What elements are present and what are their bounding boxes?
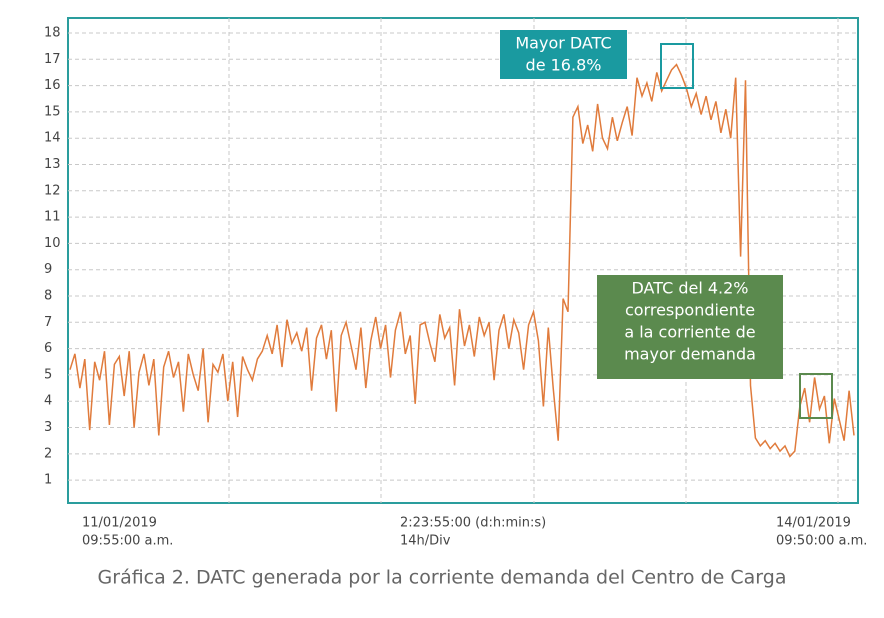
y-tick-label: 1 (44, 473, 52, 488)
annotation-box (500, 30, 627, 79)
y-tick-label: 3 (44, 420, 52, 435)
data-line (69, 63, 855, 458)
annotation-text: Mayor DATC (515, 34, 611, 53)
y-tick-label: 17 (44, 52, 61, 67)
annotation-text: a la corriente de (624, 323, 755, 342)
highlight-box (799, 373, 833, 419)
y-tick-label: 6 (44, 341, 52, 356)
x-label: 2:23:55:00 (d:h:min:s) (400, 516, 546, 531)
y-tick-label: 7 (44, 315, 52, 330)
x-label: 11/01/2019 (82, 516, 157, 531)
plot-frame (67, 17, 859, 504)
x-label: 09:50:00 a.m. (776, 534, 867, 549)
y-tick-label: 12 (44, 183, 61, 198)
annotation-text: mayor demanda (624, 345, 756, 364)
y-tick-label: 11 (44, 210, 61, 225)
annotation-text: DATC del 4.2% (631, 279, 748, 298)
y-tick-label: 2 (44, 446, 52, 461)
y-tick-label: 5 (44, 367, 52, 382)
annotation-text: correspondiente (625, 301, 755, 320)
y-tick-label: 9 (44, 262, 52, 277)
y-tick-label: 4 (44, 394, 52, 409)
highlight-box (660, 43, 694, 89)
annotation-text: de 16.8% (526, 56, 602, 75)
x-label: 09:55:00 a.m. (82, 534, 173, 549)
x-label: 14h/Div (400, 534, 451, 549)
y-tick-label: 10 (44, 236, 61, 251)
x-label: 14/01/2019 (776, 516, 851, 531)
y-tick-label: 14 (44, 131, 61, 146)
y-tick-label: 18 (44, 25, 61, 40)
y-tick-label: 8 (44, 289, 52, 304)
y-tick-label: 16 (44, 78, 61, 93)
y-tick-label: 15 (44, 104, 61, 119)
caption: Gráfica 2. DATC generada por la corrient… (98, 567, 787, 589)
annotation-box (597, 275, 783, 379)
y-tick-label: 13 (44, 157, 61, 172)
